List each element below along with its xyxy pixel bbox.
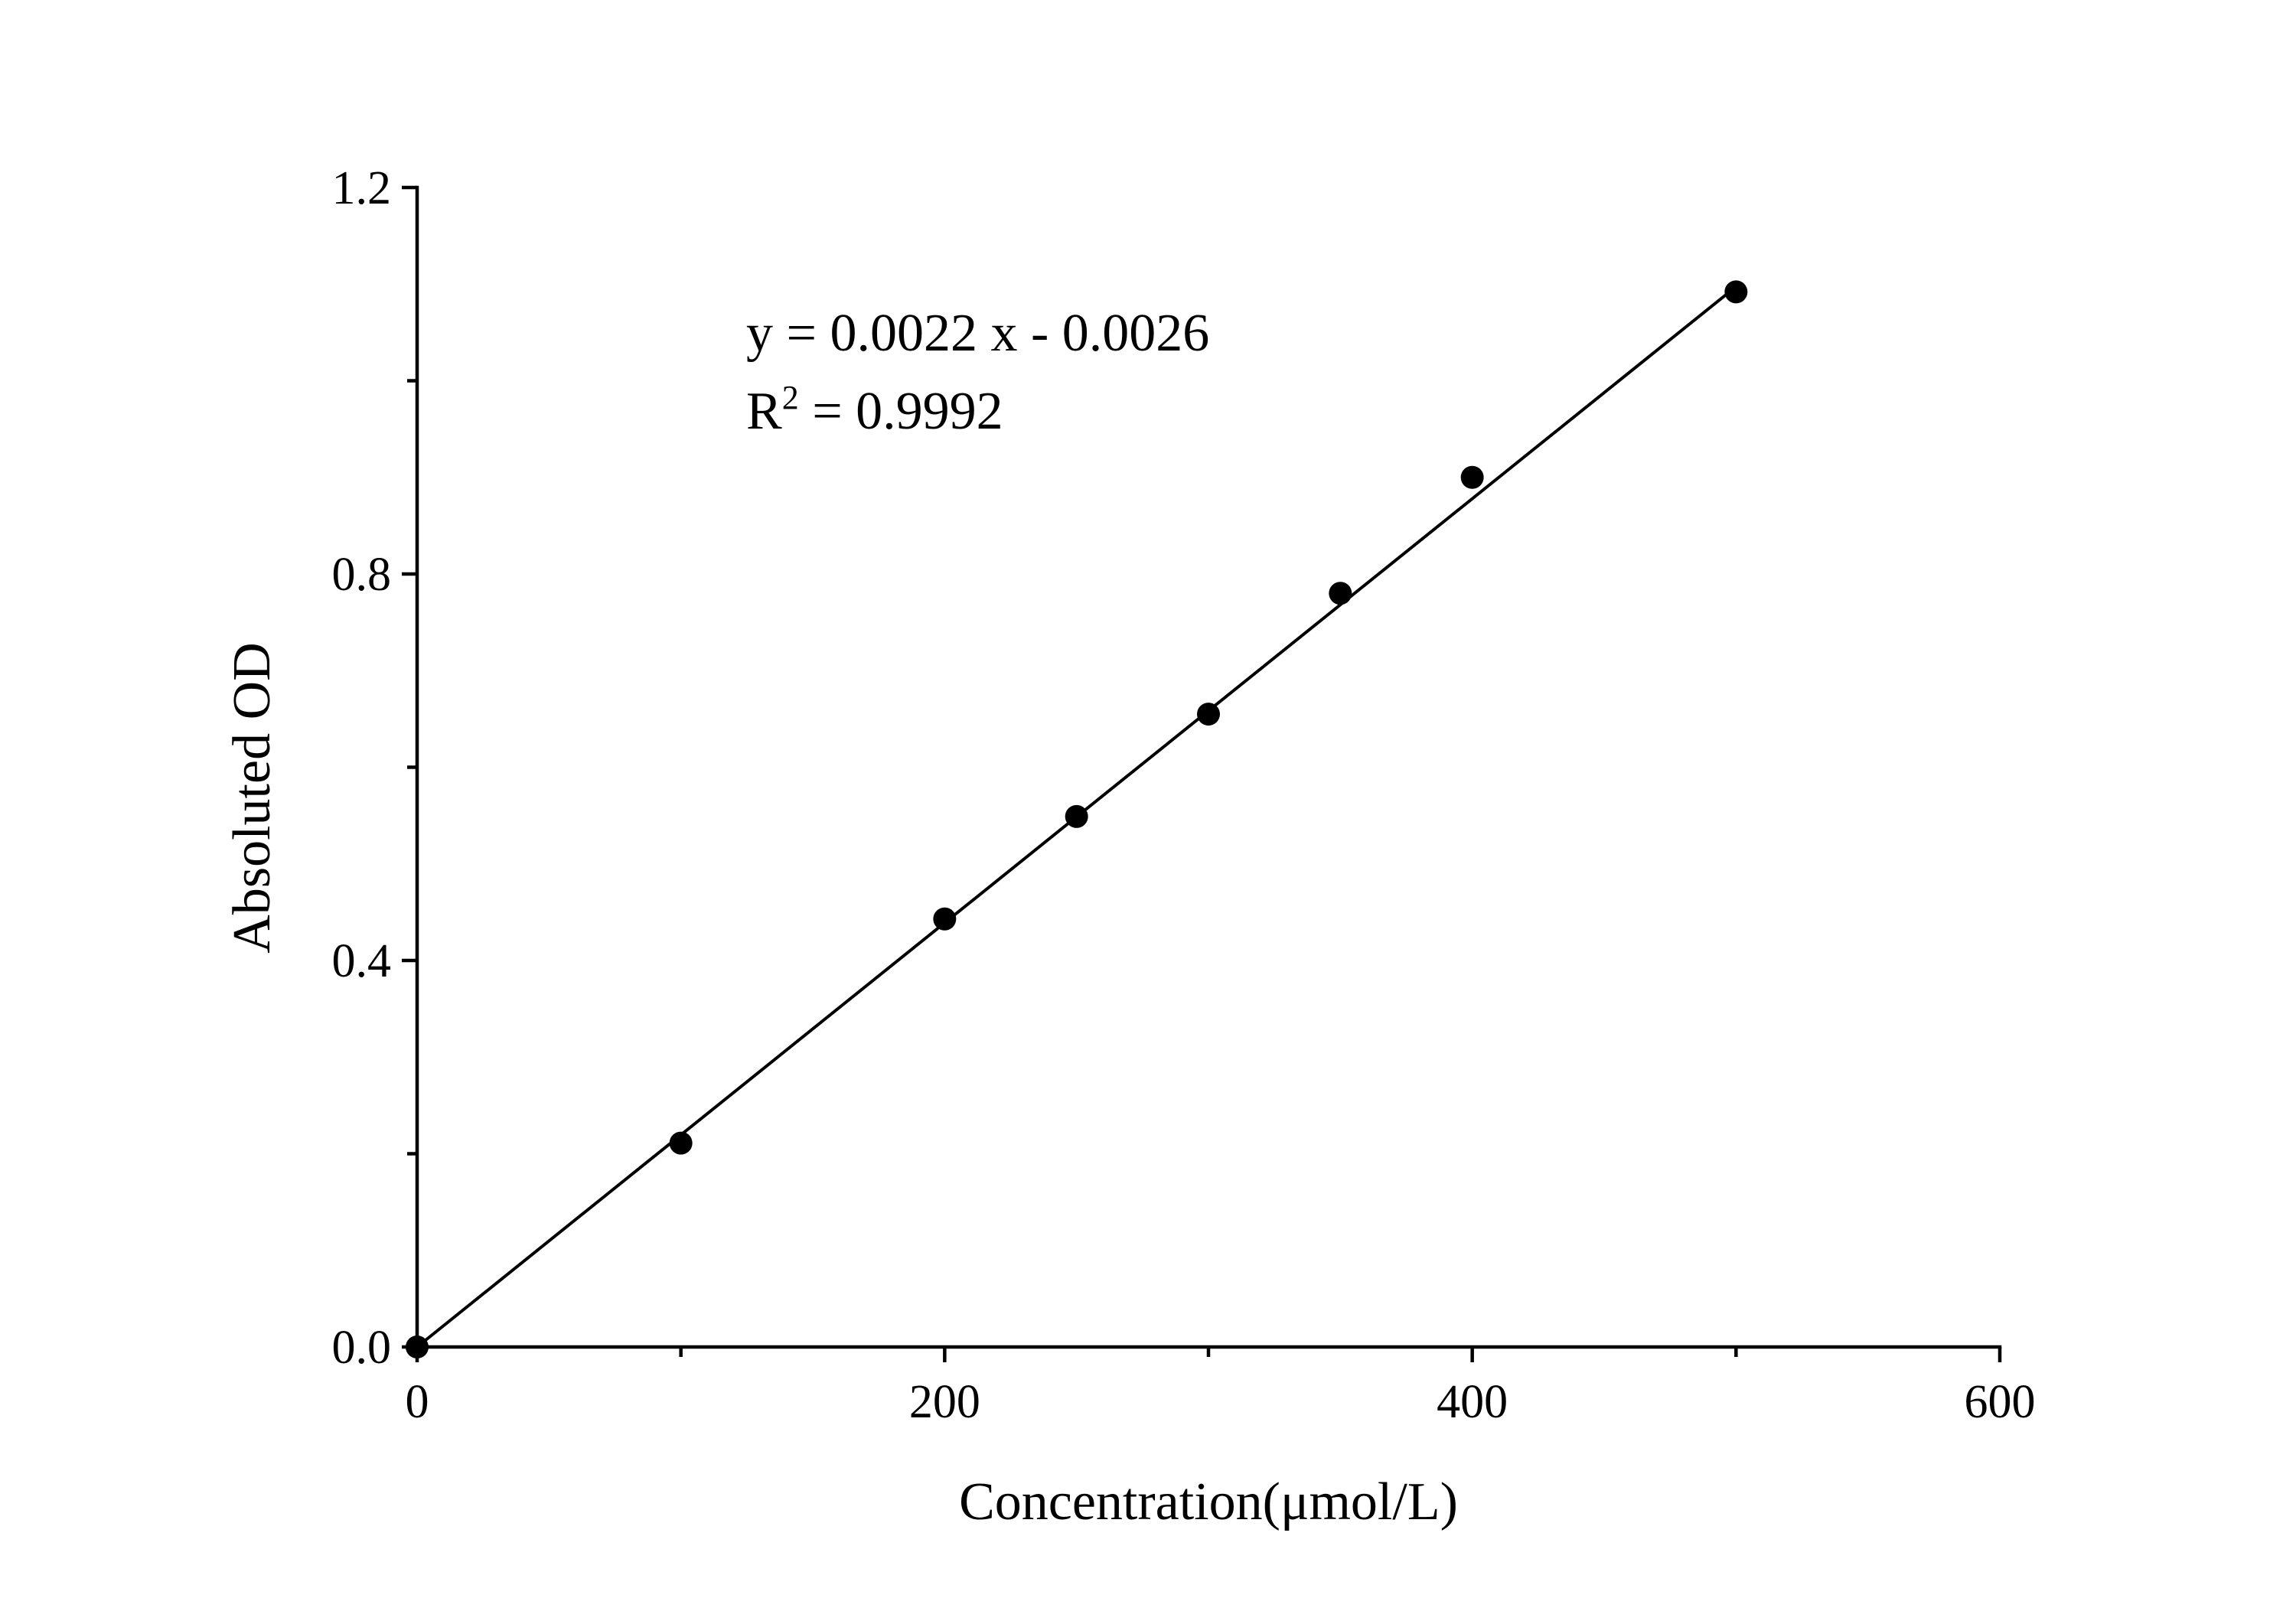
r2-value: = 0.9992 — [799, 382, 1003, 441]
x-tick-label: 400 — [1437, 1376, 1508, 1428]
r-squared-annotation: R2 = 0.9992 — [746, 379, 1003, 441]
y-tick-label: 1.2 — [332, 162, 392, 214]
y-tick-label: 0.0 — [332, 1322, 392, 1374]
regression-equation: y = 0.0022 x - 0.0026 — [746, 304, 1209, 363]
data-point — [1724, 280, 1748, 304]
data-point — [1197, 703, 1220, 726]
r2-superscript: 2 — [782, 379, 799, 416]
r2-prefix: R — [746, 382, 782, 441]
data-point — [669, 1131, 693, 1155]
y-axis-title: Absoluted OD — [223, 642, 282, 953]
y-tick-label: 0.8 — [332, 549, 392, 601]
data-points — [406, 280, 1748, 1358]
x-axis-title: Concentration(μmol/L) — [959, 1472, 1458, 1531]
x-tick-label: 200 — [909, 1376, 980, 1428]
y-tick-label: 0.4 — [332, 935, 392, 987]
data-point — [933, 907, 957, 931]
data-point — [1065, 804, 1088, 828]
data-point — [406, 1335, 429, 1358]
data-point — [1460, 465, 1484, 489]
x-tick-label: 600 — [1965, 1376, 2036, 1428]
axis-ticks: 0 200 400 600 0.0 0.4 0.8 1.2 — [332, 162, 2036, 1428]
data-point — [1329, 582, 1352, 605]
x-tick-label: 0 — [406, 1376, 429, 1428]
